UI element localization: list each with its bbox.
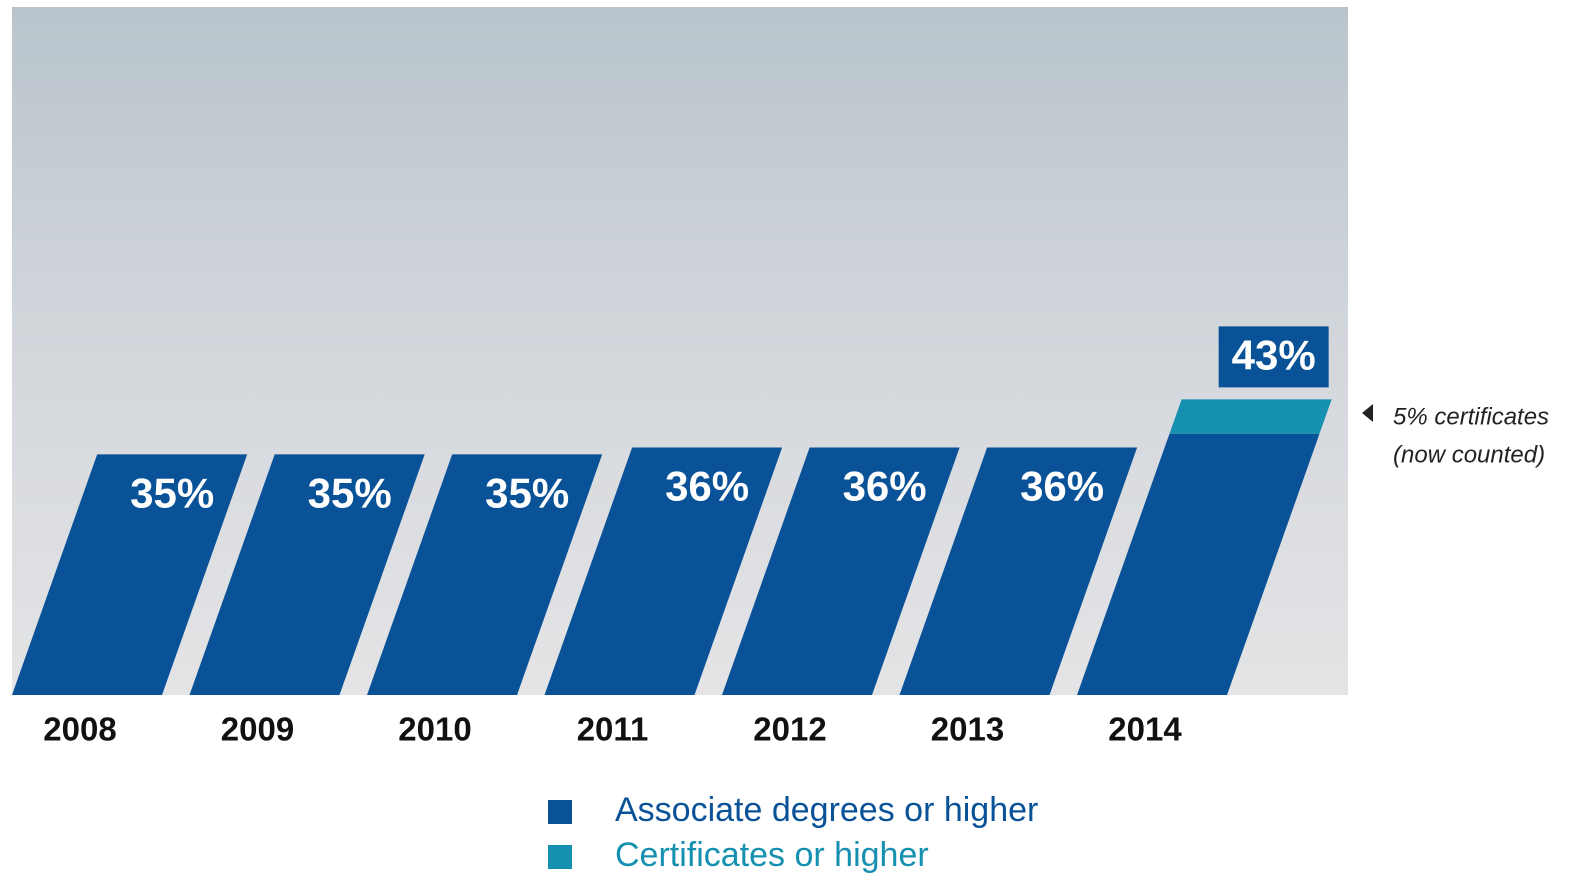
legend-swatch xyxy=(548,800,572,824)
x-tick-label: 2010 xyxy=(398,711,471,748)
value-label: 35% xyxy=(308,469,392,516)
bar-segment xyxy=(1169,399,1332,434)
x-tick-label: 2013 xyxy=(931,711,1004,748)
x-tick-label: 2008 xyxy=(43,711,116,748)
value-label: 36% xyxy=(843,463,927,510)
total-box xyxy=(1218,326,1329,388)
bar-segment xyxy=(367,454,603,695)
total-label: 43% xyxy=(1232,331,1316,378)
bar-segment xyxy=(544,447,783,695)
value-label: 36% xyxy=(665,463,749,510)
legend-label: Associate degrees or higher xyxy=(615,791,1038,829)
bar-segment xyxy=(1077,433,1320,695)
bar-segment xyxy=(722,447,960,695)
legend-label: Certificates or higher xyxy=(615,836,929,874)
value-label: 35% xyxy=(485,469,569,516)
x-tick-label: 2009 xyxy=(221,711,294,748)
value-label: 36% xyxy=(1020,463,1104,510)
x-tick-label: 2014 xyxy=(1108,711,1182,748)
bar-segment xyxy=(189,454,425,695)
value-label: 35% xyxy=(130,469,214,516)
bar-segment xyxy=(899,447,1138,695)
x-tick-label: 2011 xyxy=(577,711,649,748)
bar-segment xyxy=(12,454,248,695)
legend-swatch xyxy=(548,845,572,869)
annotation: 5% certificates xyxy=(1393,403,1549,430)
x-tick-label: 2012 xyxy=(753,711,826,748)
annotation-arrow xyxy=(1362,404,1373,422)
annotation: (now counted) xyxy=(1393,441,1545,468)
